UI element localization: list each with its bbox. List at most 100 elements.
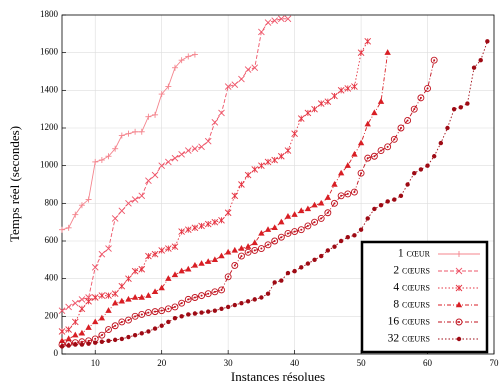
marker-shape bbox=[372, 206, 377, 212]
marker-shape bbox=[418, 167, 424, 172]
marker bbox=[98, 292, 106, 299]
marker bbox=[85, 196, 92, 203]
marker bbox=[91, 264, 99, 271]
marker-shape bbox=[471, 65, 477, 70]
marker-shape bbox=[311, 201, 318, 208]
marker-shape bbox=[126, 334, 131, 340]
marker bbox=[105, 326, 112, 333]
marker bbox=[485, 39, 490, 44]
marker-shape bbox=[284, 213, 292, 219]
marker-stroke bbox=[78, 296, 86, 303]
marker bbox=[410, 105, 418, 113]
marker bbox=[284, 230, 292, 237]
marker-shape bbox=[251, 246, 259, 254]
marker bbox=[418, 167, 424, 172]
marker-shape bbox=[154, 310, 157, 313]
marker bbox=[431, 154, 437, 159]
marker-shape bbox=[370, 152, 378, 160]
marker-stroke bbox=[98, 250, 106, 258]
marker-shape bbox=[138, 311, 146, 318]
marker bbox=[345, 235, 350, 240]
marker bbox=[331, 181, 338, 187]
marker bbox=[231, 81, 239, 89]
marker-shape bbox=[324, 209, 332, 217]
marker-shape bbox=[360, 172, 363, 175]
marker-shape bbox=[337, 192, 345, 200]
legend-label: 8 cœurs bbox=[393, 299, 430, 311]
marker bbox=[299, 265, 304, 270]
series-line bbox=[61, 52, 389, 342]
marker bbox=[455, 267, 463, 275]
marker bbox=[85, 324, 92, 330]
marker bbox=[125, 130, 132, 137]
marker bbox=[312, 257, 317, 263]
marker bbox=[344, 162, 351, 168]
marker-stroke bbox=[184, 147, 192, 154]
marker-shape bbox=[417, 94, 425, 102]
marker-shape bbox=[326, 211, 329, 214]
marker-shape bbox=[465, 101, 470, 106]
marker bbox=[259, 295, 264, 300]
marker-shape bbox=[73, 342, 78, 347]
marker bbox=[271, 224, 278, 231]
marker-shape bbox=[119, 336, 125, 342]
marker bbox=[264, 226, 272, 232]
marker bbox=[357, 139, 365, 146]
marker bbox=[251, 64, 259, 72]
marker bbox=[111, 322, 119, 330]
marker bbox=[304, 222, 312, 230]
marker bbox=[392, 197, 397, 202]
marker-shape bbox=[180, 302, 183, 305]
marker-stroke bbox=[178, 151, 185, 158]
marker-shape bbox=[247, 251, 250, 254]
y-tick-label: 1800 bbox=[40, 9, 59, 19]
marker bbox=[445, 125, 450, 131]
marker bbox=[198, 260, 205, 266]
marker-shape bbox=[404, 117, 412, 124]
marker bbox=[66, 343, 71, 348]
marker bbox=[98, 314, 106, 321]
marker bbox=[65, 335, 72, 342]
marker-shape bbox=[259, 295, 264, 300]
marker bbox=[145, 292, 152, 298]
marker-shape bbox=[273, 240, 276, 242]
y-tick-label: 1400 bbox=[40, 84, 59, 94]
marker bbox=[171, 271, 179, 278]
marker-shape bbox=[111, 299, 119, 306]
marker-shape bbox=[147, 311, 150, 314]
marker-stroke bbox=[278, 15, 285, 23]
marker-shape bbox=[392, 197, 397, 202]
marker-shape bbox=[405, 182, 410, 187]
marker bbox=[118, 207, 126, 215]
marker-shape bbox=[298, 207, 305, 214]
marker-shape bbox=[237, 252, 245, 260]
marker-shape bbox=[272, 280, 277, 285]
marker bbox=[145, 177, 152, 185]
marker-stroke bbox=[138, 192, 146, 200]
marker bbox=[238, 181, 245, 188]
marker bbox=[231, 246, 238, 253]
marker-shape bbox=[264, 241, 272, 249]
marker bbox=[292, 268, 297, 274]
marker bbox=[151, 288, 159, 295]
marker bbox=[456, 251, 462, 257]
marker-shape bbox=[384, 49, 391, 55]
marker-shape bbox=[66, 343, 71, 348]
marker-shape bbox=[134, 315, 137, 318]
marker-shape bbox=[118, 318, 126, 326]
marker-shape bbox=[218, 252, 225, 259]
marker bbox=[79, 342, 85, 347]
marker bbox=[319, 253, 324, 259]
marker bbox=[218, 252, 225, 259]
marker-shape bbox=[218, 286, 225, 294]
marker-shape bbox=[424, 84, 431, 92]
marker bbox=[370, 152, 378, 160]
marker bbox=[146, 329, 151, 334]
marker-shape bbox=[458, 105, 463, 110]
marker-shape bbox=[100, 334, 103, 337]
legend-label: 32 cœurs bbox=[388, 333, 430, 345]
marker-shape bbox=[145, 292, 152, 298]
marker bbox=[138, 294, 145, 300]
